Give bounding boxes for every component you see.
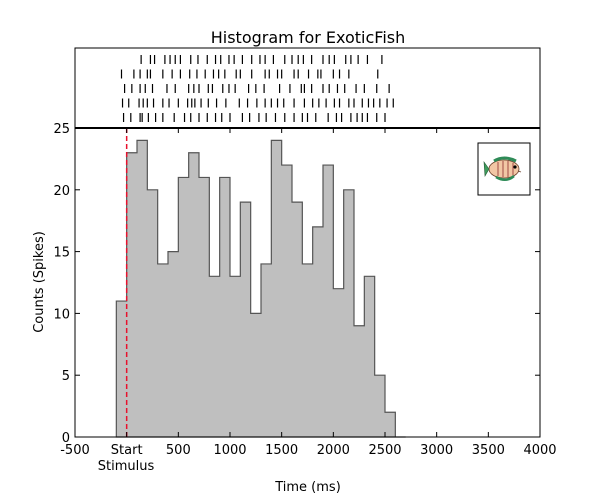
- x-tick-label: 1500: [265, 443, 298, 458]
- y-tick-label: 0: [62, 431, 70, 446]
- x-tick-label: 2500: [368, 443, 401, 458]
- y-tick-label: 10: [53, 307, 70, 322]
- y-tick-label: 25: [53, 122, 70, 137]
- x-tick-label: Start: [111, 443, 143, 458]
- histogram-plot-area: -500 Start 500 1000 1500 2000 2500 3000 3500 4000…: [53, 122, 556, 458]
- x-tick-label: 3000: [420, 443, 453, 458]
- x-tick-label: 500: [166, 443, 191, 458]
- spike-raster-panel: [74, 47, 541, 129]
- chart-title: Histogram for ExoticFish: [211, 28, 406, 47]
- stimulus-label: Stimulus: [98, 459, 155, 474]
- y-tick-label: 20: [53, 184, 70, 199]
- histogram-bars: [115, 139, 406, 438]
- x-tick-label: 1000: [213, 443, 246, 458]
- y-tick-label: 15: [53, 246, 70, 261]
- x-tick-label: -500: [60, 443, 90, 458]
- x-tick-label: 2000: [317, 443, 350, 458]
- tropical-fish-icon: [483, 156, 522, 181]
- x-tick-label: 4000: [523, 443, 556, 458]
- y-axis-label: Counts (Spikes): [32, 231, 47, 333]
- x-tick-label: 3500: [472, 443, 505, 458]
- inset-image-box: [477, 142, 531, 196]
- x-axis-label: Time (ms): [274, 480, 341, 495]
- y-tick-label: 5: [62, 369, 70, 384]
